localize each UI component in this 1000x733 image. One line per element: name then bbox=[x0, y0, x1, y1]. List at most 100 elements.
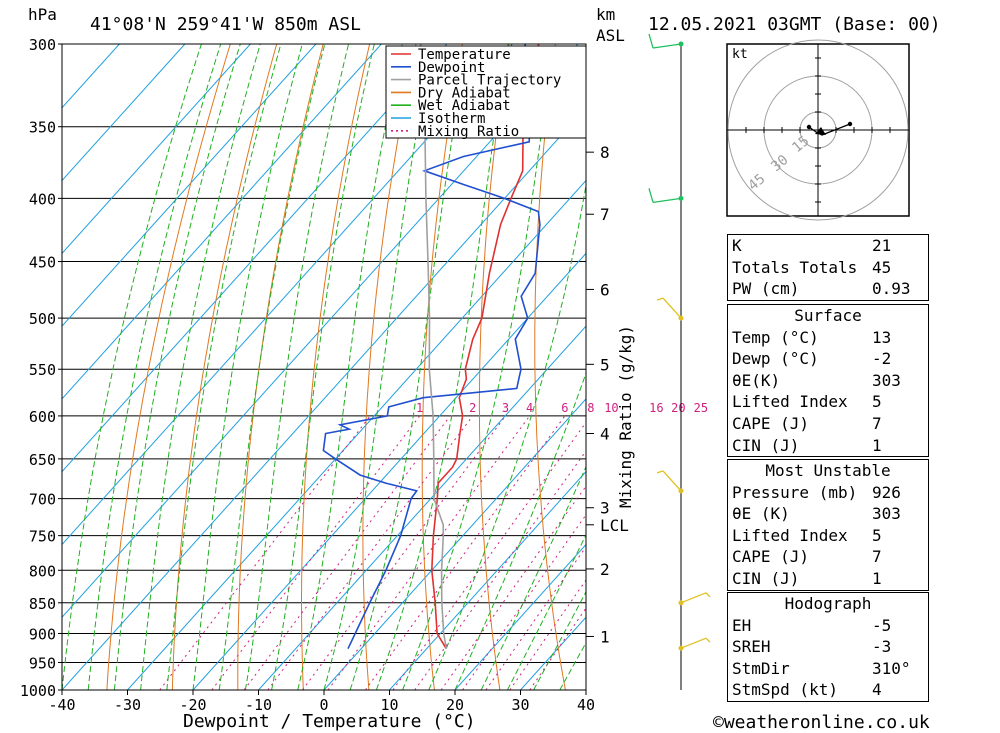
dry-adiabat-line bbox=[171, 44, 278, 690]
wet-adiabat-line bbox=[192, 44, 303, 690]
wet-adiabat-line bbox=[480, 465, 586, 690]
hodograph-stats-table: Hodograph EH -5 SREH -3 StmDir 310° StmSpd (kt… bbox=[727, 592, 929, 702]
pressure-tick-label: 450 bbox=[29, 254, 56, 272]
isotherm-line bbox=[258, 325, 586, 690]
footer-credit: ©weatheronline.co.uk bbox=[713, 712, 930, 733]
stat-label: CAPE (J) bbox=[732, 413, 810, 433]
stat-value: 7 bbox=[872, 547, 882, 567]
stat-label: Lifted Index bbox=[732, 525, 848, 545]
wind-barb bbox=[648, 188, 682, 204]
datetime-label: 12.05.2021 03GMT (Base: 00) bbox=[648, 14, 941, 35]
totals-totals-label: Totals Totals bbox=[732, 257, 858, 277]
hodograph-unit-label: kt bbox=[732, 47, 748, 62]
most-unstable-row: CAPE (J) 7 bbox=[728, 546, 928, 568]
height-tick-label: 3 bbox=[600, 499, 610, 518]
unit-km-label: km bbox=[596, 5, 615, 24]
dewpoint-line bbox=[322, 44, 541, 650]
x-tick-label: -30 bbox=[114, 696, 141, 714]
hodograph-stats-row: EH -5 bbox=[728, 615, 928, 637]
most-unstable-row: θE (K) 303 bbox=[728, 503, 928, 525]
wet-adiabat-line bbox=[62, 44, 202, 690]
wet-adiabat-line bbox=[506, 533, 586, 690]
k-index-row: K 21 bbox=[728, 235, 928, 257]
dry-adiabat-line bbox=[973, 44, 1000, 690]
most-unstable-row: Lifted Index 5 bbox=[728, 525, 928, 547]
dry-adiabat-line bbox=[534, 44, 566, 690]
dry-adiabat-line bbox=[237, 44, 324, 690]
pw-label: PW (cm) bbox=[732, 279, 800, 299]
isotherm-line bbox=[62, 107, 586, 690]
stat-value: -3 bbox=[872, 637, 892, 657]
dry-adiabat-line bbox=[301, 44, 371, 690]
pressure-tick-label: 1000 bbox=[20, 682, 56, 700]
most-unstable-table: Most Unstable Pressure (mb) 926 θE (K) 303 L… bbox=[727, 459, 929, 591]
surface-row: Dewp (°C) -2 bbox=[728, 348, 928, 370]
height-tick-label: 8 bbox=[600, 143, 610, 162]
plot-frame bbox=[61, 43, 587, 691]
pw-row: PW (cm) 0.93 bbox=[728, 278, 928, 300]
height-tick-label: 5 bbox=[600, 355, 610, 374]
stat-label: EH bbox=[732, 615, 752, 635]
stat-value: -5 bbox=[872, 615, 892, 635]
hodograph-stats-title: Hodograph bbox=[784, 594, 872, 613]
x-tick-label: -20 bbox=[179, 696, 206, 714]
stat-value: 5 bbox=[872, 525, 882, 545]
dry-adiabat-line bbox=[927, 44, 1000, 690]
surface-table: Surface Temp (°C) 13 Dewp (°C) -2 θE(K) 303 Li… bbox=[727, 304, 929, 458]
wet-adiabat-line bbox=[533, 590, 586, 690]
surface-row: CIN (J) 1 bbox=[728, 435, 928, 457]
mixing-ratio-label: 8 bbox=[587, 401, 594, 415]
wet-adiabat-line bbox=[375, 44, 509, 690]
surface-row: Lifted Index 5 bbox=[728, 391, 928, 413]
stat-value: 13 bbox=[872, 327, 892, 347]
surface-row: CAPE (J) 7 bbox=[728, 413, 928, 435]
wind-barb bbox=[680, 637, 711, 649]
mixing-ratio-label: 4 bbox=[526, 401, 533, 415]
legend-label: Isotherm bbox=[418, 111, 485, 127]
storm-motion-marker bbox=[815, 127, 826, 135]
isotherm-line bbox=[62, 44, 382, 400]
location-title: 41°08'N 259°41'W 850m ASL bbox=[90, 14, 361, 35]
x-axis-label: Dewpoint / Temperature (°C) bbox=[183, 711, 476, 732]
wet-adiabat-line bbox=[297, 44, 403, 690]
mixing-ratio-label: 10 bbox=[604, 401, 618, 415]
wet-adiabat-line bbox=[428, 182, 586, 690]
wind-barb bbox=[680, 592, 711, 604]
stat-label: CIN (J) bbox=[732, 568, 800, 588]
isotherm-line bbox=[62, 44, 579, 618]
wet-adiabat-line bbox=[166, 44, 282, 690]
isotherm-line bbox=[454, 543, 586, 690]
unit-hpa-label: hPa bbox=[28, 5, 57, 24]
dry-adiabat-line bbox=[362, 44, 417, 690]
stat-value: 7 bbox=[872, 413, 882, 433]
wet-adiabat-line bbox=[113, 44, 241, 690]
stat-value: 1 bbox=[872, 568, 882, 588]
pw-value: 0.93 bbox=[872, 279, 911, 299]
wet-adiabat-line bbox=[140, 44, 261, 690]
x-tick-label: -10 bbox=[245, 696, 272, 714]
totals-totals-row: Totals Totals 45 bbox=[728, 257, 928, 279]
wet-adiabat-line bbox=[87, 44, 222, 690]
pressure-tick-label: 800 bbox=[29, 562, 56, 580]
dry-adiabat-line bbox=[421, 44, 463, 690]
stat-label: Pressure (mb) bbox=[732, 482, 858, 502]
stat-label: CIN (J) bbox=[732, 435, 800, 455]
wet-adiabat-line bbox=[402, 44, 555, 690]
isotherm-line bbox=[62, 44, 251, 255]
isotherm-line bbox=[389, 470, 586, 690]
most-unstable-row: Pressure (mb) 926 bbox=[728, 482, 928, 504]
pressure-tick-label: 650 bbox=[29, 451, 56, 469]
height-tick-label: 7 bbox=[600, 205, 610, 224]
isotherm-line bbox=[192, 252, 586, 690]
legend-label: Mixing Ratio bbox=[418, 124, 519, 140]
parcel-trajectory-line bbox=[419, 44, 448, 649]
wind-barb bbox=[656, 470, 682, 492]
mixing-ratio-line bbox=[414, 450, 586, 690]
stat-value: 310° bbox=[872, 658, 911, 678]
temperature-line bbox=[430, 44, 540, 650]
stat-value: -2 bbox=[872, 349, 892, 369]
mixing-ratio-label: 25 bbox=[694, 401, 708, 415]
stat-label: CAPE (J) bbox=[732, 547, 810, 567]
isotherm-line bbox=[62, 44, 448, 473]
